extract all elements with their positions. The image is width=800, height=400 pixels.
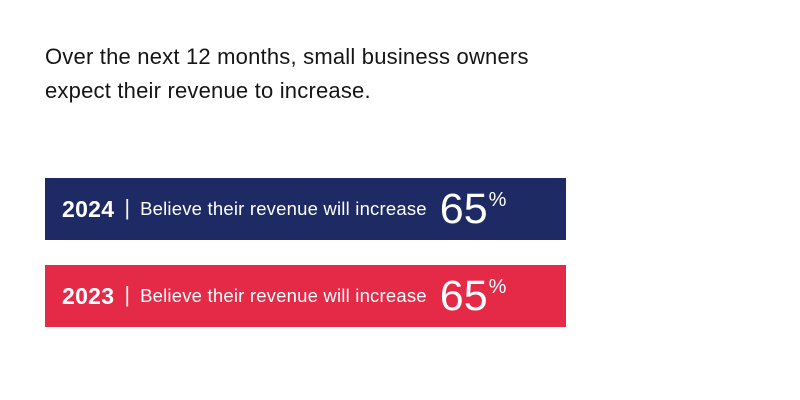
chart-title-line-2: expect their revenue to increase. [45, 78, 371, 103]
bar-2024-value-group: 65 % [439, 184, 507, 233]
bar-2023-value-group: 65 % [439, 271, 507, 320]
bar-2024-percent-sign: % [488, 188, 507, 211]
bar-2023-value: 65 [439, 271, 488, 320]
bar-2023-year: 2023 [62, 282, 115, 309]
bar-2024-value: 65 [439, 184, 488, 233]
chart-title: Over the next 12 months, small business … [45, 40, 529, 108]
bar-2024-label: Believe their revenue will increase [140, 198, 427, 219]
bar-2023-percent-sign: % [488, 275, 507, 298]
bar-2024-separator: | [124, 195, 131, 220]
bar-2023-label: Believe their revenue will increase [140, 285, 427, 306]
bar-2023-separator: | [124, 282, 131, 307]
chart-title-line-1: Over the next 12 months, small business … [45, 44, 529, 69]
bar-2024: 2024 | Believe their revenue will increa… [45, 178, 566, 240]
bar-2024-year: 2024 [62, 195, 115, 222]
bar-2023: 2023 | Believe their revenue will increa… [45, 265, 566, 327]
